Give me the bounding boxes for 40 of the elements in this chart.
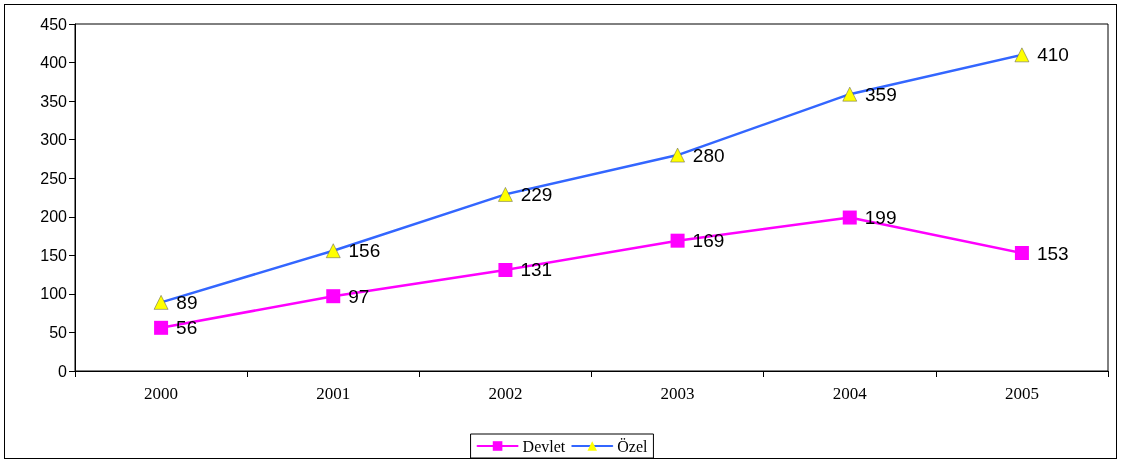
y-tick-label: 200	[40, 208, 68, 226]
point	[1014, 47, 1030, 63]
x-tick-label: 2001	[316, 384, 351, 403]
data-label: 156	[348, 240, 381, 262]
point	[842, 86, 857, 102]
y-tick-label: 0	[58, 362, 68, 380]
point	[1014, 246, 1029, 261]
y-tick-label: 250	[40, 169, 68, 187]
y-tick-label: 450	[40, 15, 68, 33]
data-label: 359	[865, 83, 897, 105]
data-label: 56	[176, 317, 198, 339]
x-tick-label: 2005	[1004, 384, 1039, 403]
x-tick-label: 2000	[144, 384, 179, 403]
point	[670, 147, 685, 163]
point	[842, 210, 857, 225]
x-tick-label: 2004	[832, 384, 868, 403]
point	[498, 262, 513, 277]
point	[153, 295, 169, 310]
x-tick-label: 2003	[660, 384, 695, 403]
y-tick-label: 350	[40, 92, 68, 110]
data-label: 153	[1036, 242, 1069, 264]
legend-label: Devlet	[522, 437, 566, 455]
y-tick-label: 150	[40, 246, 68, 264]
y-tick-label: 400	[40, 54, 68, 72]
y-tick-label: 50	[49, 323, 68, 341]
point	[670, 233, 685, 248]
point	[498, 187, 513, 202]
x-tick-label: 2002	[488, 384, 523, 403]
y-tick-label: 100	[40, 285, 68, 303]
data-label: 410	[1037, 44, 1069, 66]
point	[326, 289, 341, 304]
y-tick-label: 300	[40, 131, 68, 149]
data-label: 229	[520, 183, 553, 205]
point	[326, 243, 341, 258]
point	[154, 320, 169, 335]
data-label: 89	[176, 291, 198, 313]
legend-label: Özel	[617, 437, 648, 455]
data-label: 199	[864, 207, 897, 229]
data-label: 131	[520, 259, 553, 281]
data-label: 280	[692, 144, 725, 166]
